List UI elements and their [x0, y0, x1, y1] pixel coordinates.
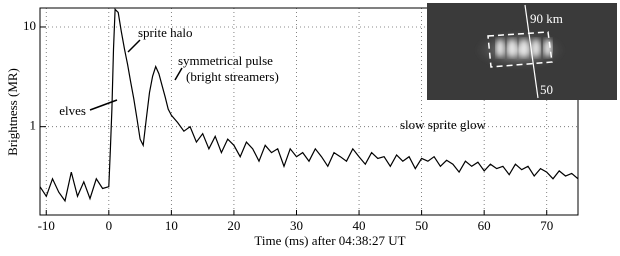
annotation-arrow [175, 68, 182, 80]
inset-label: 90 km [530, 11, 563, 26]
annotation-arrow [90, 100, 117, 110]
y-tick-label: 10 [23, 18, 36, 33]
chart: Time (ms) after 04:38:27 UT Brightness (… [0, 0, 620, 251]
x-tick-label: 40 [353, 218, 366, 233]
x-tick-label: 60 [478, 218, 491, 233]
x-tick-label: 20 [227, 218, 240, 233]
streamer [508, 39, 516, 57]
x-tick-label: 10 [165, 218, 178, 233]
annotation-arrow [128, 40, 140, 52]
x-tick-label: 30 [290, 218, 303, 233]
x-tick-label: -10 [38, 218, 55, 233]
x-tick-label: 50 [415, 218, 428, 233]
annotation: (bright streamers) [186, 69, 279, 84]
annotation: elves [59, 103, 86, 118]
streamer [496, 39, 504, 57]
inset-image: 90 km 50 [427, 3, 617, 100]
annotation: sprite halo [138, 25, 193, 40]
inset-label: 50 [540, 82, 553, 97]
streamer [520, 39, 528, 57]
x-tick-label: 0 [106, 218, 113, 233]
streamer [532, 39, 540, 57]
annotation: symmetrical pulse [178, 53, 273, 68]
x-axis-label: Time (ms) after 04:38:27 UT [254, 233, 405, 248]
y-axis-label: Brightness (MR) [5, 68, 20, 156]
x-tick-label: 70 [540, 218, 553, 233]
annotation: slow sprite glow [400, 117, 487, 132]
y-tick-label: 1 [30, 118, 37, 133]
